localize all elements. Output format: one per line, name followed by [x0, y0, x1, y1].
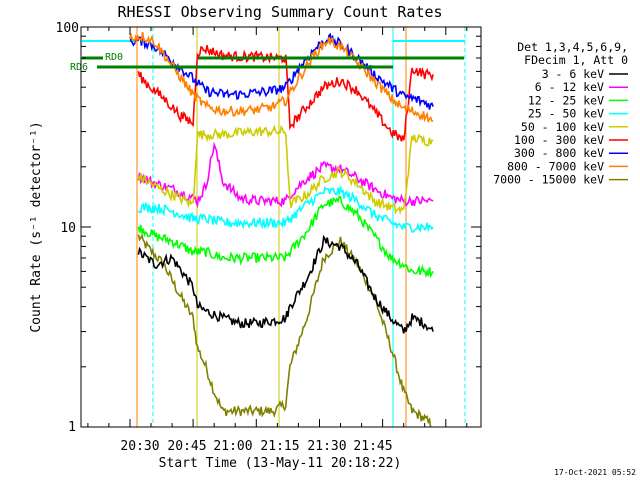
legend-entry-label: 100 - 300 keV: [514, 133, 604, 147]
legend: Det 1,3,4,5,6,9, FDecim 1, Att 0 3 - 6 k…: [493, 40, 628, 187]
legend-entry-label: 7000 - 15000 keV: [493, 173, 604, 187]
series-line-6-12-kev: [137, 141, 434, 209]
legend-header-line-2: FDecim 1, Att 0: [524, 53, 628, 67]
legend-entry-label: 300 - 800 keV: [514, 146, 604, 160]
series-line-50-100-kev: [137, 124, 434, 216]
x-tick-label-2145: 21:45: [353, 439, 392, 454]
y-axis-ticks: [81, 26, 481, 428]
rd6-label: RD6: [70, 62, 88, 73]
legend-entry-label: 25 - 50 keV: [528, 107, 604, 121]
x-axis-ticks: [87, 27, 468, 427]
series-line-25-50-kev: [137, 186, 434, 233]
x-axis-label: Start Time (13-May-11 20:18:22): [159, 456, 402, 471]
x-tick-label-2130: 21:30: [307, 439, 346, 454]
y-tick-label-100: 100: [56, 21, 79, 36]
series-line-3-6-kev: [137, 234, 434, 334]
x-tick-label-2100: 21:00: [213, 439, 252, 454]
legend-entry-label: 3 - 6 keV: [542, 67, 604, 81]
y-tick-label-1: 1: [68, 420, 76, 435]
series-line-100-300-kev: [137, 45, 434, 142]
x-tick-label-2045: 20:45: [167, 439, 206, 454]
y-axis-label: Count Rate (s⁻¹ detector⁻¹): [29, 121, 44, 332]
y-tick-label-10: 10: [60, 221, 76, 236]
series-lines: [129, 31, 434, 427]
legend-header-line-1: Det 1,3,4,5,6,9,: [517, 40, 628, 54]
series-line-7000-15000-kev: [137, 233, 434, 427]
legend-entry-label: 12 - 25 keV: [528, 93, 604, 107]
series-line-12-25-kev: [137, 195, 434, 279]
chart-title: RHESSI Observing Summary Count Rates: [117, 3, 442, 21]
rd-annotations: RD0 RD6: [70, 52, 464, 73]
x-tick-label-2030: 20:30: [120, 439, 159, 454]
generation-timestamp: 17-Oct-2021 05:52: [554, 468, 636, 477]
rd0-label: RD0: [105, 52, 123, 63]
x-tick-label-2115: 21:15: [260, 439, 299, 454]
series-line-800-7000-kev: [129, 31, 434, 123]
legend-entry-label: 800 - 7000 keV: [507, 159, 604, 173]
legend-entry-label: 6 - 12 keV: [535, 80, 604, 94]
legend-entry-label: 50 - 100 keV: [521, 120, 604, 134]
